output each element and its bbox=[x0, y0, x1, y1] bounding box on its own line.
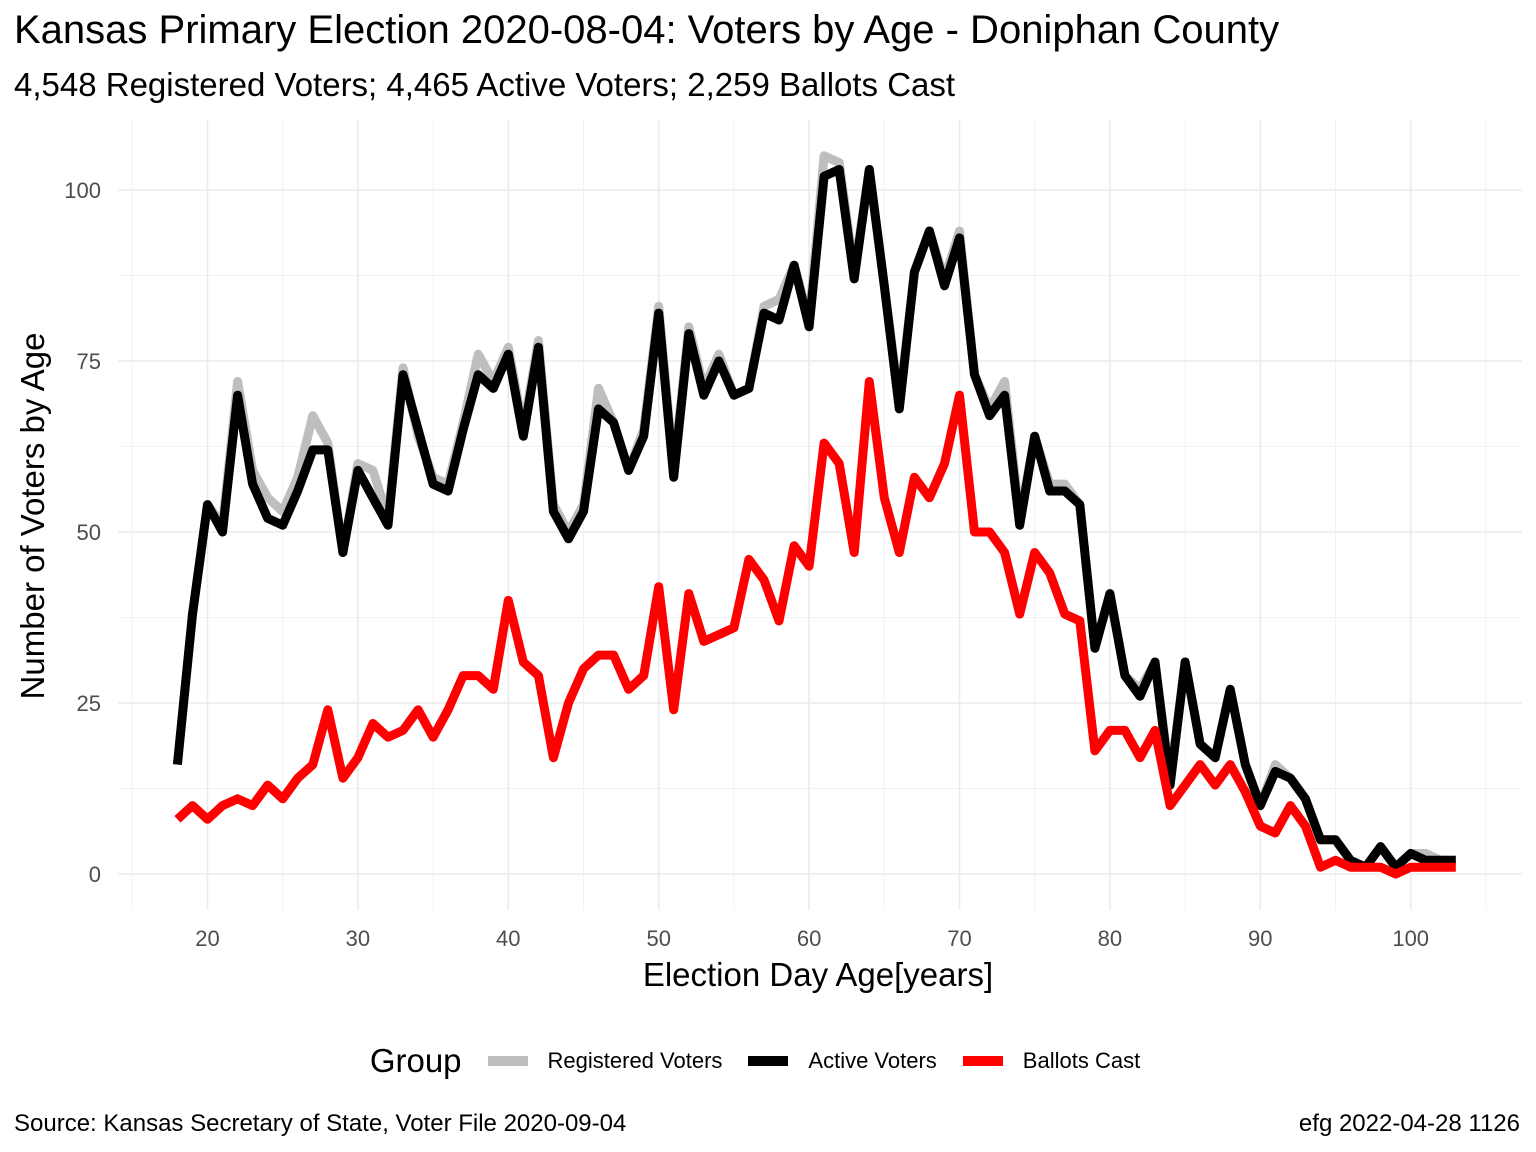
y-tick-label: 75 bbox=[77, 349, 101, 374]
x-tick-label: 70 bbox=[947, 926, 971, 951]
x-tick-label: 30 bbox=[346, 926, 370, 951]
source-caption: Source: Kansas Secretary of State, Voter… bbox=[14, 1110, 627, 1137]
x-tick-label: 90 bbox=[1248, 926, 1272, 951]
credit-caption: efg 2022-04-28 1126 bbox=[1298, 1110, 1520, 1137]
y-tick-label: 50 bbox=[77, 520, 101, 545]
legend-label-active: Active Voters bbox=[808, 1048, 937, 1073]
legend-item-ballots: Ballots Cast bbox=[962, 1048, 1141, 1074]
y-axis-title: Number of Voters by Age bbox=[14, 333, 51, 700]
axis-ticks: 20 30 40 50 60 70 80 90 100 0 25 50 75 100 bbox=[64, 178, 1429, 951]
series-lines bbox=[172, 151, 1456, 879]
legend-title: Group bbox=[369, 1042, 462, 1079]
legend-key-active bbox=[748, 1056, 789, 1066]
x-tick-label: 50 bbox=[646, 926, 670, 951]
x-tick-label: 100 bbox=[1392, 926, 1429, 951]
legend-item-registered: Registered Voters bbox=[487, 1048, 723, 1074]
legend-label-ballots: Ballots Cast bbox=[1022, 1048, 1141, 1073]
legend-label-registered: Registered Voters bbox=[547, 1048, 723, 1073]
x-tick-label: 60 bbox=[797, 926, 821, 951]
line-chart: 20 30 40 50 60 70 80 90 100 0 25 50 75 100 Election D… bbox=[14, 120, 1522, 993]
legend-item-active: Active Voters bbox=[748, 1048, 937, 1074]
y-tick-label: 25 bbox=[77, 691, 101, 716]
legend-key-registered bbox=[487, 1056, 528, 1066]
y-tick-label: 0 bbox=[89, 862, 101, 887]
x-tick-label: 80 bbox=[1098, 926, 1122, 951]
x-tick-label: 20 bbox=[195, 926, 219, 951]
legend-key-ballots bbox=[962, 1056, 1003, 1066]
chart-title: Kansas Primary Election 2020-08-04: Vote… bbox=[14, 8, 1280, 52]
x-axis-title: Election Day Age[years] bbox=[643, 956, 993, 993]
series-line-active bbox=[172, 165, 1456, 872]
series-line-ballots bbox=[174, 377, 1456, 879]
y-tick-label: 100 bbox=[64, 178, 101, 203]
legend: Group Registered Voters Active Voters Ba… bbox=[0, 1038, 1536, 1084]
chart-subtitle: 4,548 Registered Voters; 4,465 Active Vo… bbox=[14, 66, 956, 103]
x-tick-label: 40 bbox=[496, 926, 520, 951]
